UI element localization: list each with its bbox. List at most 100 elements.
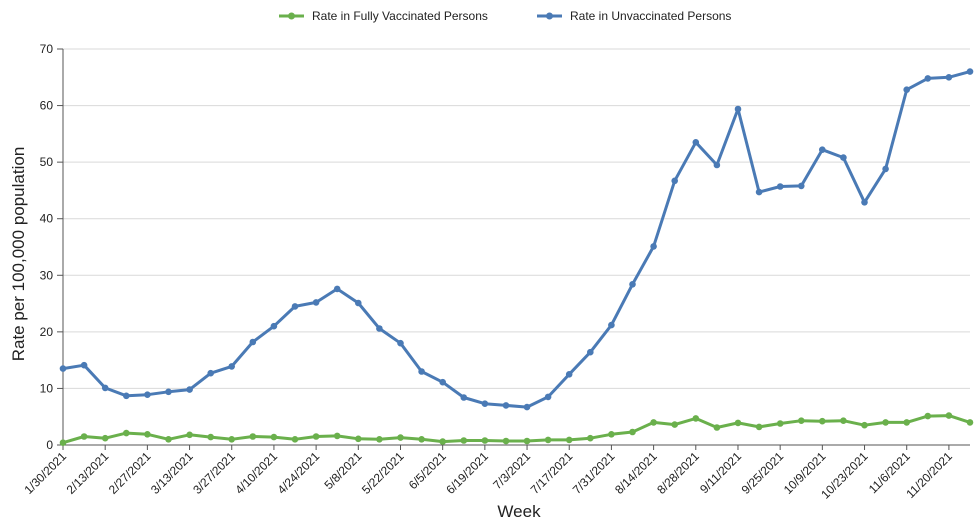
x-tick-label: 9/11/2021 xyxy=(697,449,744,496)
data-point-unvaccinated xyxy=(650,243,657,250)
x-tick-label: 1/30/2021 xyxy=(21,449,69,497)
data-point-unvaccinated xyxy=(502,402,510,409)
y-tick-label-60: 60 xyxy=(40,99,54,113)
data-point-vaccinated xyxy=(629,428,636,436)
data-point-vaccinated xyxy=(523,437,531,445)
y-tick-label-50: 50 xyxy=(40,155,54,169)
data-point-unvaccinated xyxy=(376,325,383,332)
data-point-unvaccinated xyxy=(755,188,763,196)
data-point-unvaccinated xyxy=(101,384,109,392)
y-tick-label-30: 30 xyxy=(40,268,54,282)
y-tick-label-0: 0 xyxy=(46,438,53,452)
data-point-vaccinated xyxy=(123,429,130,437)
data-point-unvaccinated xyxy=(59,365,67,372)
data-point-unvaccinated xyxy=(903,86,910,93)
data-point-unvaccinated xyxy=(144,391,151,399)
legend-marker-vaccinated xyxy=(288,12,295,20)
data-point-vaccinated xyxy=(924,412,932,420)
data-point-vaccinated xyxy=(565,436,573,444)
data-point-unvaccinated xyxy=(165,388,172,396)
data-point-vaccinated xyxy=(692,415,700,422)
data-point-vaccinated xyxy=(270,433,278,441)
data-point-unvaccinated xyxy=(608,321,615,329)
data-point-vaccinated xyxy=(713,424,721,431)
y-tick-label-70: 70 xyxy=(40,42,54,56)
data-point-vaccinated xyxy=(186,431,193,439)
x-tick-label: 6/19/2021 xyxy=(443,449,491,497)
legend-item-unvaccinated[interactable]: Rate in Unvaccinated Persons xyxy=(537,9,731,23)
y-axis-title: Rate per 100,000 population xyxy=(9,147,28,362)
data-point-vaccinated xyxy=(439,438,447,445)
data-point-vaccinated xyxy=(966,419,974,426)
data-point-vaccinated xyxy=(882,419,889,426)
data-point-vaccinated xyxy=(397,434,404,441)
x-tick-label: 3/27/2021 xyxy=(190,449,238,497)
data-point-vaccinated xyxy=(144,431,151,438)
data-point-unvaccinated xyxy=(734,105,742,113)
data-point-vaccinated xyxy=(376,436,383,443)
data-point-unvaccinated xyxy=(439,378,447,386)
data-point-unvaccinated xyxy=(819,146,826,153)
data-point-unvaccinated xyxy=(397,339,404,347)
data-point-vaccinated xyxy=(819,417,826,425)
data-point-unvaccinated xyxy=(544,393,552,401)
x-tick-label: 8/28/2021 xyxy=(654,449,702,497)
series-line-unvaccinated xyxy=(61,70,972,409)
gridlines xyxy=(63,48,970,389)
data-point-vaccinated xyxy=(165,436,172,443)
legend-marker-unvaccinated xyxy=(546,12,553,20)
data-point-unvaccinated xyxy=(207,369,214,377)
legend-label-unvaccinated: Rate in Unvaccinated Persons xyxy=(570,9,731,23)
data-point-vaccinated xyxy=(207,433,214,441)
data-point-vaccinated xyxy=(481,437,489,444)
data-point-vaccinated xyxy=(903,419,910,426)
x-tick-label: 6/5/2021 xyxy=(406,449,449,492)
data-point-vaccinated xyxy=(291,436,299,443)
data-point-vaccinated xyxy=(755,423,763,431)
legend-item-vaccinated[interactable]: Rate in Fully Vaccinated Persons xyxy=(279,9,488,23)
data-point-unvaccinated xyxy=(333,285,341,293)
y-tick-label-40: 40 xyxy=(40,212,54,226)
x-tick-label: 4/24/2021 xyxy=(275,449,323,497)
legend: Rate in Fully Vaccinated Persons Rate in… xyxy=(279,9,731,23)
series-group xyxy=(59,68,974,447)
data-point-unvaccinated xyxy=(249,338,257,346)
data-point-vaccinated xyxy=(776,420,784,427)
data-point-unvaccinated xyxy=(418,368,425,375)
data-point-unvaccinated xyxy=(460,394,468,401)
x-tick-label: 11/20/2021 xyxy=(903,449,955,501)
data-point-unvaccinated xyxy=(523,403,531,411)
data-point-vaccinated xyxy=(333,432,341,440)
data-point-vaccinated xyxy=(460,437,468,444)
axes xyxy=(62,49,970,446)
data-point-vaccinated xyxy=(312,433,320,440)
data-point-vaccinated xyxy=(249,433,257,440)
x-tick-label: 9/25/2021 xyxy=(739,449,787,497)
data-point-vaccinated xyxy=(355,435,362,443)
data-point-vaccinated xyxy=(608,431,615,438)
data-point-unvaccinated xyxy=(270,322,278,330)
data-point-unvaccinated xyxy=(861,199,868,206)
data-point-unvaccinated xyxy=(312,299,320,306)
data-point-unvaccinated xyxy=(123,392,130,400)
data-point-vaccinated xyxy=(587,434,594,442)
data-point-unvaccinated xyxy=(481,400,489,408)
x-tick-label: 3/13/2021 xyxy=(148,449,196,497)
data-point-vaccinated xyxy=(228,436,235,443)
data-point-unvaccinated xyxy=(565,371,573,378)
data-point-vaccinated xyxy=(80,433,88,440)
y-tick-label-20: 20 xyxy=(40,325,54,339)
data-point-vaccinated xyxy=(734,419,742,427)
x-tick-label: 4/10/2021 xyxy=(232,449,280,497)
x-tick-label: 5/8/2021 xyxy=(321,449,364,492)
data-point-unvaccinated xyxy=(186,386,193,393)
data-point-unvaccinated xyxy=(291,303,299,310)
x-axis-title: Week xyxy=(497,502,541,521)
data-point-vaccinated xyxy=(840,417,847,425)
x-tick-label: 2/27/2021 xyxy=(106,449,154,497)
data-point-unvaccinated xyxy=(629,281,636,288)
legend-label-vaccinated: Rate in Fully Vaccinated Persons xyxy=(312,9,488,23)
x-tick-label: 2/13/2021 xyxy=(64,449,112,497)
data-point-vaccinated xyxy=(418,436,425,443)
